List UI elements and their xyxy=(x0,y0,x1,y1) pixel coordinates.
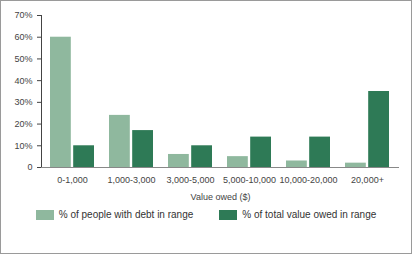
html-text:% of people with debt in range: % of people with debt in range xyxy=(58,209,194,220)
svg-text:Value owed ($): Value owed ($) xyxy=(191,192,251,202)
svg-text:0-1,000: 0-1,000 xyxy=(57,175,88,185)
svg-text:3,000-5,000: 3,000-5,000 xyxy=(166,175,214,185)
svg-text:60%: 60% xyxy=(14,32,32,42)
svg-text:10,000-20,000: 10,000-20,000 xyxy=(279,175,337,185)
svg-text:0: 0 xyxy=(27,162,32,172)
html-text:% of total value owed in range: % of total value owed in range xyxy=(242,209,377,220)
svg-text:5,000-10,000: 5,000-10,000 xyxy=(223,175,276,185)
svg-text:10%: 10% xyxy=(14,141,32,151)
svg-text:50%: 50% xyxy=(14,54,32,64)
svg-text:70%: 70% xyxy=(14,10,32,20)
svg-text:30%: 30% xyxy=(14,97,32,107)
svg-text:1,000-3,000: 1,000-3,000 xyxy=(107,175,155,185)
svg-text:40%: 40% xyxy=(14,76,32,86)
svg-text:20%: 20% xyxy=(14,119,32,129)
svg-text:20,000+: 20,000+ xyxy=(351,175,384,185)
